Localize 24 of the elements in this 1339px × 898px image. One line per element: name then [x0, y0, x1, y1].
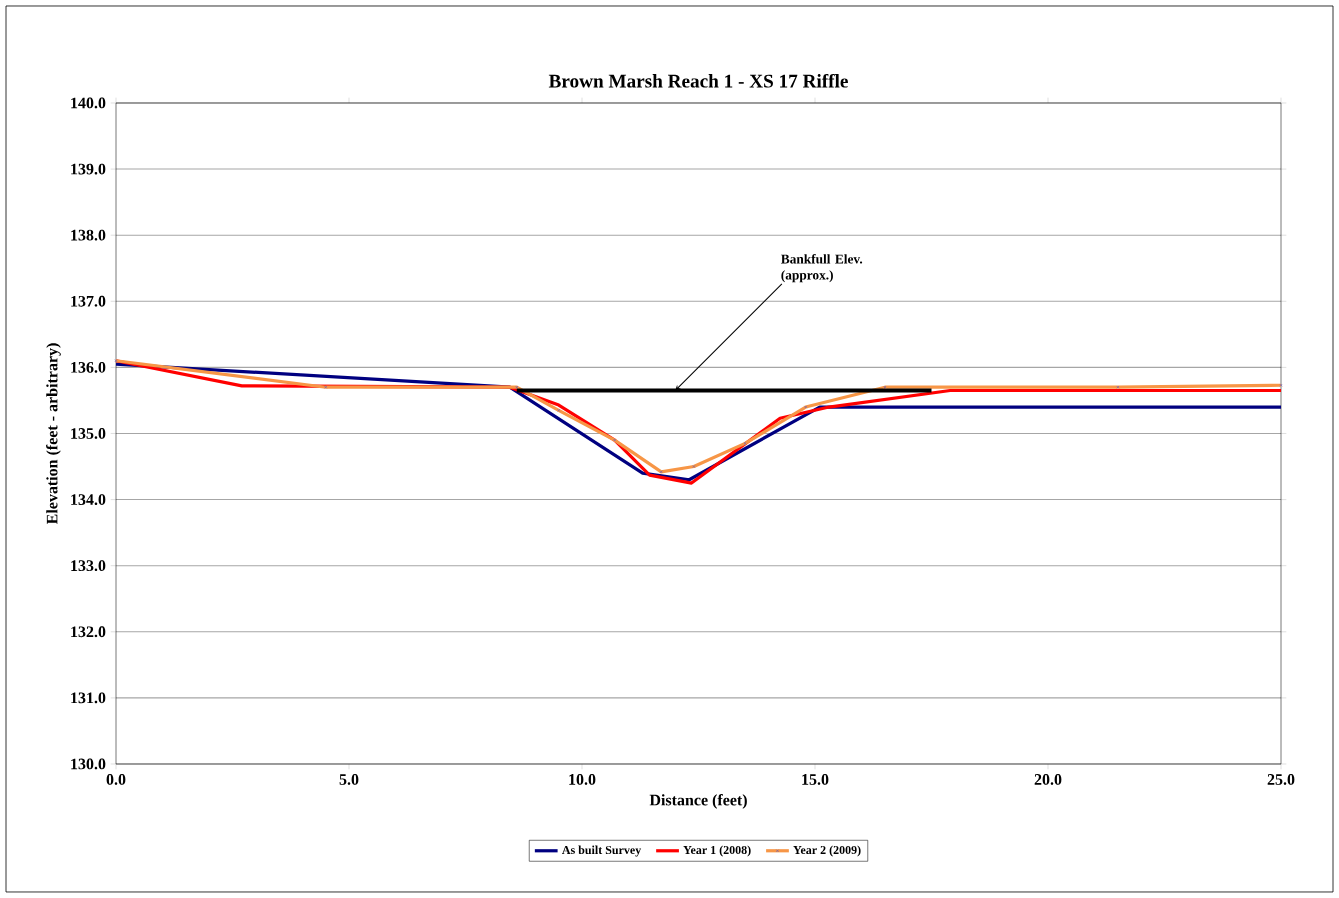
x-tick-label: 15.0: [802, 774, 829, 785]
legend-label: Year 1 (2008): [683, 845, 751, 857]
chart-title: Brown Marsh Reach 1 - XS 17 Riffle: [548, 73, 848, 88]
x-tick-label: 5.0: [339, 774, 359, 785]
y-tick-label: 140.0: [71, 97, 106, 109]
y-tick-label: 130.0: [71, 758, 106, 770]
x-tick-label: 25.0: [1267, 774, 1295, 785]
y-tick-label: 136.0: [71, 361, 106, 373]
y-tick-label: 135.0: [71, 428, 106, 439]
x-tick-label: 10.0: [569, 774, 596, 785]
y-tick-label: 138.0: [71, 229, 106, 241]
legend-label: As built Survey: [561, 845, 642, 857]
y-tick-label: 133.0: [71, 560, 106, 572]
x-tick-label: 0.0: [106, 774, 126, 785]
y-tick-label: 134.0: [71, 494, 106, 506]
x-tick-label: 20.0: [1034, 774, 1062, 785]
legend-label: Year 2 (2009): [793, 845, 861, 857]
y-tick-label: 139.0: [71, 163, 106, 175]
y-tick-label: 132.0: [71, 626, 106, 638]
y-axis-title: Elevation (feet - arbitrary): [46, 343, 61, 525]
annotation: Bankfull Elev. (approx.): [781, 254, 863, 283]
x-axis-title: Distance (feet): [649, 794, 747, 809]
y-tick-label: 131.0: [71, 692, 106, 704]
y-tick-label: 137.0: [71, 295, 106, 307]
